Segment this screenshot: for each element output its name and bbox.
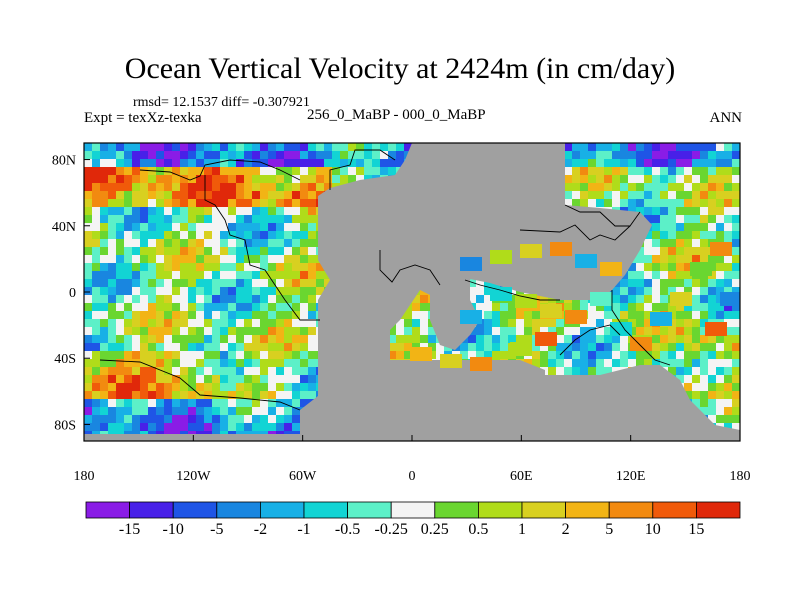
- x-tick-label: 180: [730, 469, 751, 484]
- x-tick-label: 120E: [616, 469, 646, 484]
- x-tick-label: 60W: [289, 469, 317, 484]
- colorbar-label: 0.5: [468, 521, 488, 538]
- colorbar-label: 10: [645, 521, 661, 538]
- colorbar-label: 0.25: [421, 521, 449, 538]
- axes: 180 120W 60W 0 60E 120E 180 80N 40N 0 40S 80S: [52, 154, 751, 484]
- coastline-outlines: [99, 149, 671, 411]
- colorbar-label: 1: [518, 521, 526, 538]
- colorbar-label: -0.5: [335, 521, 360, 538]
- colorbar-bin: [477, 501, 523, 519]
- colorbar-bin: [521, 501, 566, 519]
- land-masses: [84, 143, 740, 441]
- colorbar-bin: [390, 501, 436, 519]
- colorbar: -15 -10 -5 -2 -1 -0.5 -0.25 0.25 0.5 1 2 5 10 15: [85, 501, 741, 538]
- colorbar-label: 15: [688, 521, 704, 538]
- colorbar-label: -0.25: [375, 521, 408, 538]
- colorbar-label: -1: [297, 521, 310, 538]
- colorbar-bin: [608, 501, 654, 519]
- colorbar-bin: [259, 501, 305, 519]
- colorbar-bin: [347, 501, 392, 519]
- y-tick-label: 40S: [54, 352, 76, 367]
- x-tick-label: 180: [74, 469, 95, 484]
- difference-label: 256_0_MaBP - 000_0_MaBP: [307, 107, 486, 123]
- colorbar-bin: [216, 501, 261, 519]
- colorbar-bin: [696, 501, 741, 519]
- colorbar-bin: [303, 501, 348, 519]
- colorbar-label: -15: [119, 521, 140, 538]
- y-tick-label: 0: [69, 286, 76, 301]
- y-tick-label: 40N: [52, 220, 76, 235]
- x-tick-label: 0: [409, 469, 416, 484]
- map-area: [84, 143, 740, 441]
- x-tick-label: 60E: [510, 469, 533, 484]
- colorbar-bin: [565, 501, 610, 519]
- colorbar-label: 2: [562, 521, 570, 538]
- x-tick-label: 120W: [176, 469, 211, 484]
- chart-title: Ocean Vertical Velocity at 2424m (in cm/…: [124, 52, 676, 85]
- colorbar-bin: [129, 501, 174, 519]
- colorbar-bin: [172, 501, 218, 519]
- experiment-label: Expt = texXz-texka: [84, 110, 202, 126]
- y-tick-label: 80N: [52, 154, 76, 169]
- colorbar-label: 5: [605, 521, 613, 538]
- colorbar-bin: [434, 501, 479, 519]
- colorbar-label: -2: [254, 521, 267, 538]
- season-label: ANN: [709, 110, 743, 126]
- inland-sea: [410, 242, 740, 371]
- stats-text: rmsd= 12.1537 diff= -0.307921: [133, 95, 310, 110]
- colorbar-bin: [85, 501, 130, 519]
- colorbar-bin: [652, 501, 697, 519]
- colorbar-label: -5: [210, 521, 223, 538]
- y-tick-label: 80S: [54, 418, 76, 433]
- colorbar-label: -10: [163, 521, 184, 538]
